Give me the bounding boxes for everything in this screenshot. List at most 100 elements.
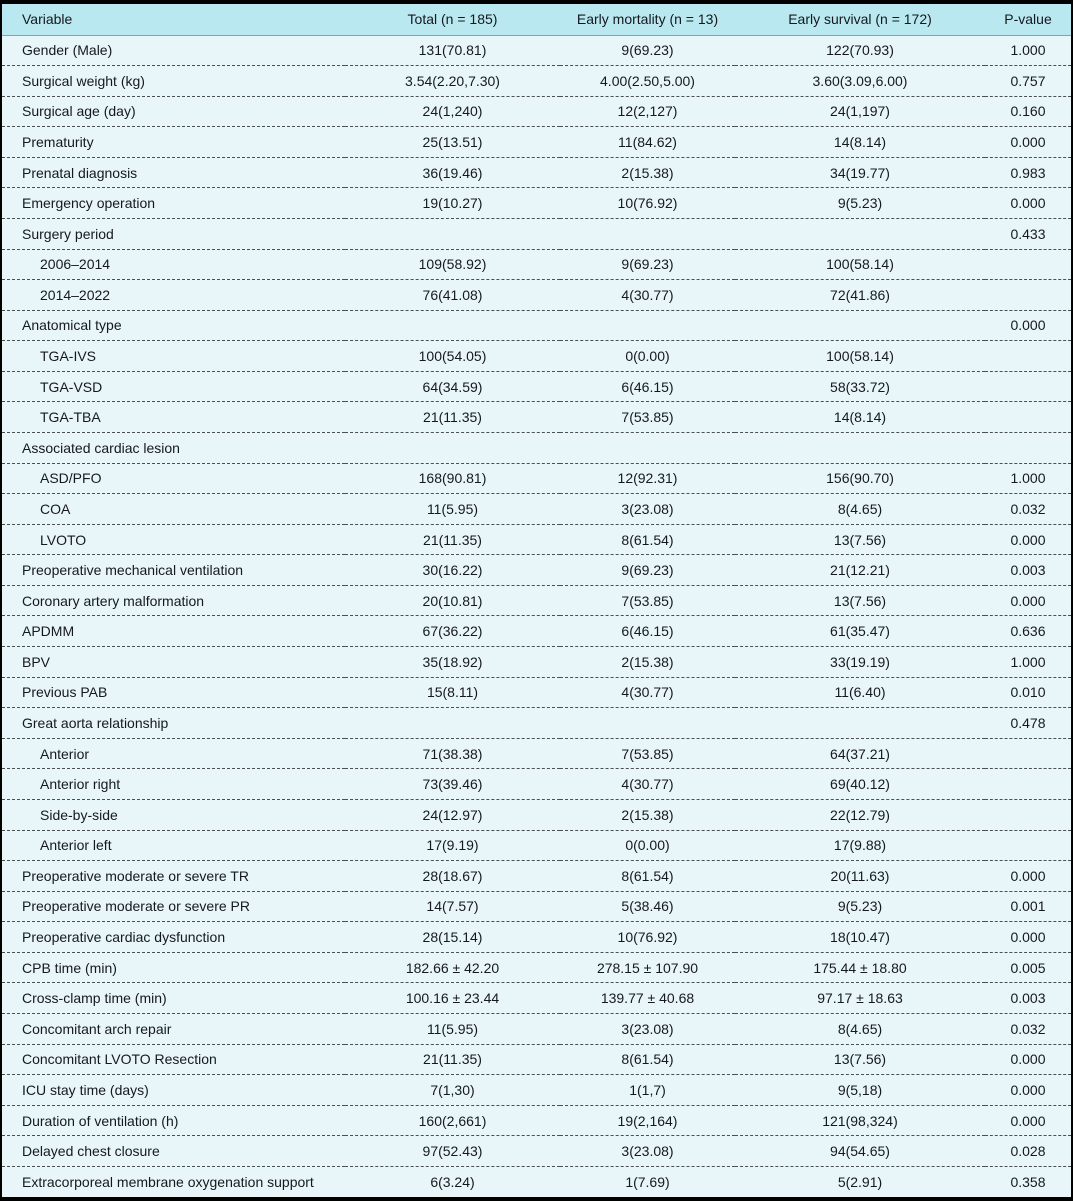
early-mortality-cell: 4.00(2.50,5.00) bbox=[560, 65, 735, 97]
row-label: Concomitant LVOTO Resection bbox=[2, 1044, 345, 1076]
header-row: Variable Total (n = 185) Early mortality… bbox=[2, 4, 1071, 36]
table-row: Anatomical type 0.000 bbox=[2, 310, 1071, 342]
p-value-cell: 0.032 bbox=[985, 493, 1071, 525]
row-label: Anterior left bbox=[2, 830, 345, 862]
total-cell: 30(16.22) bbox=[345, 554, 560, 586]
p-value-cell bbox=[985, 768, 1071, 800]
row-label: Surgery period bbox=[2, 218, 345, 250]
early-survival-cell: 22(12.79) bbox=[735, 799, 985, 831]
p-value-cell: 0.000 bbox=[985, 1044, 1071, 1076]
p-value-cell: 0.636 bbox=[985, 615, 1071, 648]
p-value-cell bbox=[985, 279, 1071, 311]
early-mortality-cell: 1(7.69) bbox=[625, 1173, 670, 1190]
early-survival-cell: 3.60(3.09,6.00) bbox=[735, 65, 985, 97]
total-cell: 131(70.81) bbox=[345, 35, 560, 67]
early-mortality-cell: 2(15.38) bbox=[560, 799, 735, 831]
total-cell: 109(58.92) bbox=[345, 249, 560, 281]
early-mortality-cell: 4(30.77) bbox=[560, 279, 735, 311]
early-mortality-cell bbox=[560, 310, 735, 342]
early-mortality-cell bbox=[560, 218, 735, 250]
p-value-cell: 0.010 bbox=[985, 677, 1071, 709]
early-survival-cell: 100(58.14) bbox=[735, 249, 985, 281]
row-label: Surgical age (day) bbox=[2, 96, 345, 128]
table-row: Delayed chest closure 97(52.43) 3(23.08) 94… bbox=[2, 1135, 1071, 1167]
early-survival-cell: 24(1,197) bbox=[735, 96, 985, 128]
early-survival-cell: 97.17 ± 18.63 bbox=[735, 982, 985, 1014]
early-survival-cell: 175.44 ± 18.80 bbox=[735, 952, 985, 984]
early-mortality-cell: 3(23.08) bbox=[560, 493, 735, 525]
total-cell bbox=[345, 310, 560, 342]
early-survival-cell: 34(19.77) bbox=[735, 157, 985, 189]
total-cell: 24(12.97) bbox=[345, 799, 560, 831]
early-survival-cell: 9(5,18) bbox=[735, 1074, 985, 1106]
p-value-cell bbox=[985, 830, 1071, 862]
p-value-cell: 0.000 bbox=[985, 1074, 1071, 1106]
early-mortality-cell: 4(30.77) bbox=[560, 768, 735, 800]
row-label: TGA-VSD bbox=[2, 371, 345, 403]
column-header-total: Total (n = 185) bbox=[345, 4, 560, 36]
table-row: Prenatal diagnosis 36(19.46) 2(15.38) 34(19… bbox=[2, 157, 1071, 189]
early-mortality-cell: 139.77 ± 40.68 bbox=[560, 982, 735, 1014]
early-mortality-cell: 7(53.85) bbox=[560, 585, 735, 617]
table-row: Preoperative mechanical ventilation 30(16… bbox=[2, 554, 1071, 586]
row-label: Preoperative mechanical ventilation bbox=[2, 554, 345, 586]
table-row: TGA-IVS 100(54.05) 0(0.00) 100(58.14) bbox=[2, 340, 1071, 372]
early-survival-cell: 11(6.40) bbox=[735, 677, 985, 709]
table-row: 2006–2014 109(58.92) 9(69.23) 100(58.14) bbox=[2, 249, 1071, 281]
total-cell: 28(18.67) bbox=[345, 860, 560, 892]
total-cell: 71(38.38) bbox=[345, 738, 560, 770]
early-mortality-cell: 19(2,164) bbox=[560, 1105, 735, 1137]
early-mortality-cell: 3(23.08) bbox=[560, 1013, 735, 1045]
table-row: Associated cardiac lesion bbox=[2, 432, 1071, 464]
table-row: Side-by-side 24(12.97) 2(15.38) 22(12.79) bbox=[2, 799, 1071, 831]
table-row: Concomitant arch repair 11(5.95) 3(23.08) 8… bbox=[2, 1013, 1071, 1045]
row-label: ASD/PFO bbox=[2, 463, 345, 495]
table-row: Concomitant LVOTO Resection 21(11.35) 8(61… bbox=[2, 1044, 1071, 1076]
row-label: Coronary artery malformation bbox=[2, 585, 345, 617]
total-cell: 67(36.22) bbox=[345, 615, 560, 648]
early-survival-cell: 9(5.23) bbox=[735, 187, 985, 219]
total-cell: 100(54.05) bbox=[345, 340, 560, 372]
early-survival-cell: 20(11.63) bbox=[735, 860, 985, 892]
p-value-cell: 0.000 bbox=[985, 921, 1071, 953]
early-survival-cell: 64(37.21) bbox=[735, 738, 985, 770]
table-row: Anterior right 73(39.46) 4(30.77) 69(40.12) bbox=[2, 768, 1071, 800]
p-value-cell: 0.433 bbox=[985, 218, 1071, 250]
p-value-cell: 0.160 bbox=[985, 96, 1071, 128]
early-survival-cell: 72(41.86) bbox=[735, 279, 985, 311]
early-survival-cell bbox=[735, 432, 985, 464]
early-mortality-cell: 9(69.23) bbox=[560, 249, 735, 281]
total-cell: 15(8.11) bbox=[345, 677, 560, 709]
p-value-cell: 0.001 bbox=[985, 891, 1071, 923]
early-mortality-cell: 8(61.54) bbox=[560, 524, 735, 556]
early-mortality-cell bbox=[560, 432, 735, 464]
p-value-cell: 0.005 bbox=[985, 952, 1071, 984]
column-header-variable: Variable bbox=[2, 4, 345, 36]
total-cell: 182.66 ± 42.20 bbox=[345, 952, 560, 984]
early-mortality-cell: 0(0.00) bbox=[560, 830, 735, 862]
table-row: Preoperative moderate or severe PR 14(7.5… bbox=[2, 891, 1071, 923]
column-header-early-survival: Early survival (n = 172) bbox=[735, 4, 985, 36]
early-survival-cell: 8(4.65) bbox=[735, 1013, 985, 1045]
total-cell: 28(15.14) bbox=[345, 921, 560, 953]
early-survival-cell: 94(54.65) bbox=[735, 1135, 985, 1167]
early-survival-cell: 58(33.72) bbox=[735, 371, 985, 403]
early-survival-cell: 61(35.47) bbox=[735, 615, 985, 648]
table-header: Variable Total (n = 185) Early mortality… bbox=[2, 4, 1071, 36]
table-body: Gender (Male) 131(70.81) 9(69.23) 122(70.93… bbox=[2, 35, 1071, 1197]
row-label: LVOTO bbox=[2, 524, 345, 556]
total-cell: 100.16 ± 23.44 bbox=[345, 982, 560, 1014]
row-label: ICU stay time (days) bbox=[2, 1074, 345, 1106]
table-row: Anterior left 17(9.19) 0(0.00) 17(9.88) bbox=[2, 830, 1071, 862]
early-mortality-cell: 10(76.92) bbox=[560, 187, 735, 219]
early-survival-cell: 69(40.12) bbox=[735, 768, 985, 800]
p-value-cell: 0.000 bbox=[985, 126, 1071, 158]
early-mortality-cell: 2(15.38) bbox=[560, 646, 735, 678]
total-cell: 97(52.43) bbox=[345, 1135, 560, 1167]
row-label: TGA-IVS bbox=[2, 340, 345, 372]
p-value-cell bbox=[985, 799, 1071, 831]
early-survival-cell: 156(90.70) bbox=[735, 463, 985, 495]
early-survival-cell: 18(10.47) bbox=[735, 921, 985, 953]
early-survival-cell: 13(7.56) bbox=[735, 1044, 985, 1076]
